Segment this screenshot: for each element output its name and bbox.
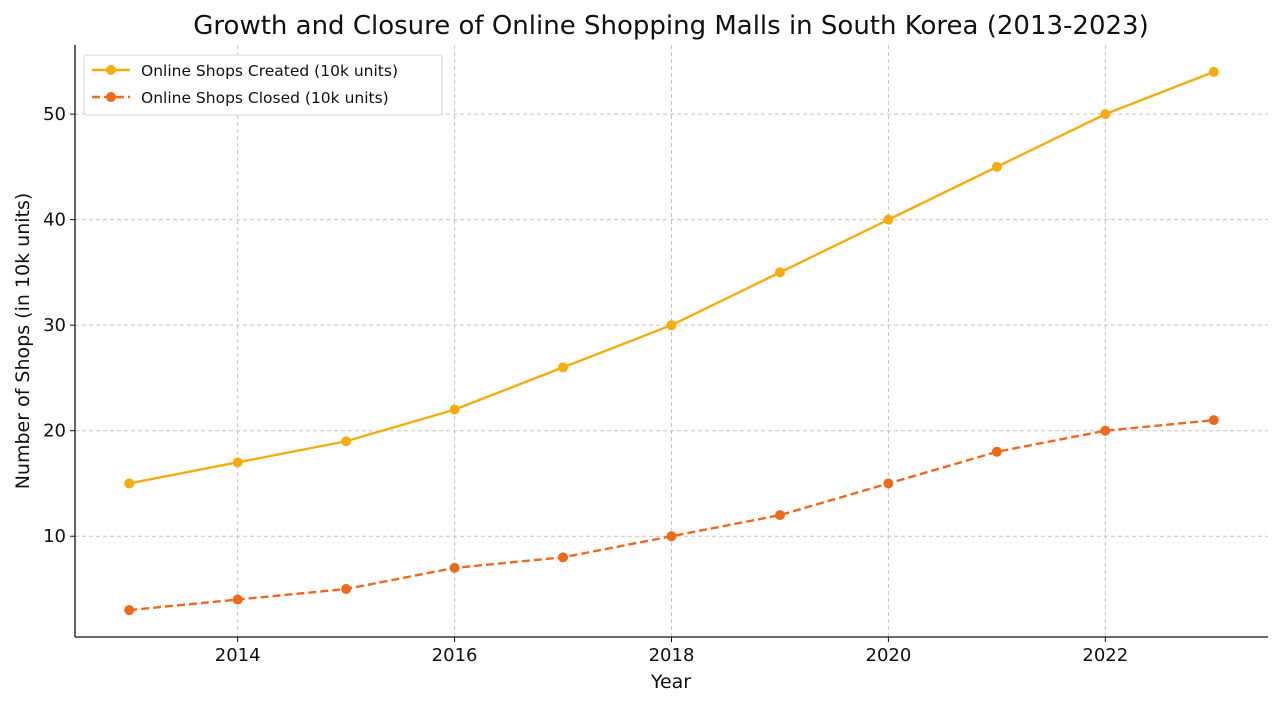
data-point-created: [558, 362, 569, 373]
y-tick-label: 30: [43, 315, 66, 336]
x-tick-label: 2014: [215, 645, 261, 666]
legend-marker-created: [106, 65, 116, 75]
data-point-created: [232, 457, 243, 468]
y-tick-label: 40: [43, 210, 66, 231]
data-point-created: [449, 404, 460, 415]
legend: Online Shops Created (10k units) Online S…: [83, 54, 443, 116]
data-point-created: [666, 320, 677, 331]
legend-marker-closed: [106, 92, 116, 102]
x-axis-label: Year: [650, 671, 691, 693]
y-tick-label: 20: [43, 421, 66, 442]
data-point-created: [774, 267, 785, 278]
legend-label-created: Online Shops Created (10k units): [141, 62, 398, 80]
grid: [75, 45, 1268, 637]
data-point-created: [883, 214, 894, 225]
data-point-created: [991, 161, 1002, 172]
data-point-closed: [666, 531, 677, 542]
data-point-created: [124, 478, 135, 489]
x-tick-label: 2020: [866, 645, 912, 666]
x-tick-label: 2022: [1082, 645, 1128, 666]
data-point-closed: [1208, 415, 1219, 426]
y-axis-label: Number of Shops (in 10k units): [12, 193, 34, 490]
data-point-closed: [124, 605, 135, 616]
data-point-closed: [991, 446, 1002, 457]
data-point-created: [1100, 109, 1111, 120]
x-tick-label: 2016: [432, 645, 478, 666]
data-point-closed: [232, 594, 243, 605]
data-point-closed: [341, 583, 352, 594]
data-point-closed: [558, 552, 569, 563]
data-point-created: [1208, 66, 1219, 77]
y-tick-label: 50: [43, 104, 66, 125]
y-tick-label: 10: [43, 526, 66, 547]
chart-title: Growth and Closure of Online Shopping Ma…: [193, 11, 1148, 41]
legend-label-closed: Online Shops Closed (10k units): [141, 89, 389, 107]
series-group: [124, 66, 1219, 616]
data-point-closed: [449, 562, 460, 573]
axes: 2014 2016 2018 2020 2022 10 20 30 40 50: [43, 45, 1268, 666]
data-point-closed: [1100, 425, 1111, 436]
data-point-created: [341, 436, 352, 447]
data-point-closed: [883, 478, 894, 489]
x-tick-label: 2018: [649, 645, 695, 666]
legend-box: [83, 54, 443, 116]
data-point-closed: [774, 510, 785, 521]
